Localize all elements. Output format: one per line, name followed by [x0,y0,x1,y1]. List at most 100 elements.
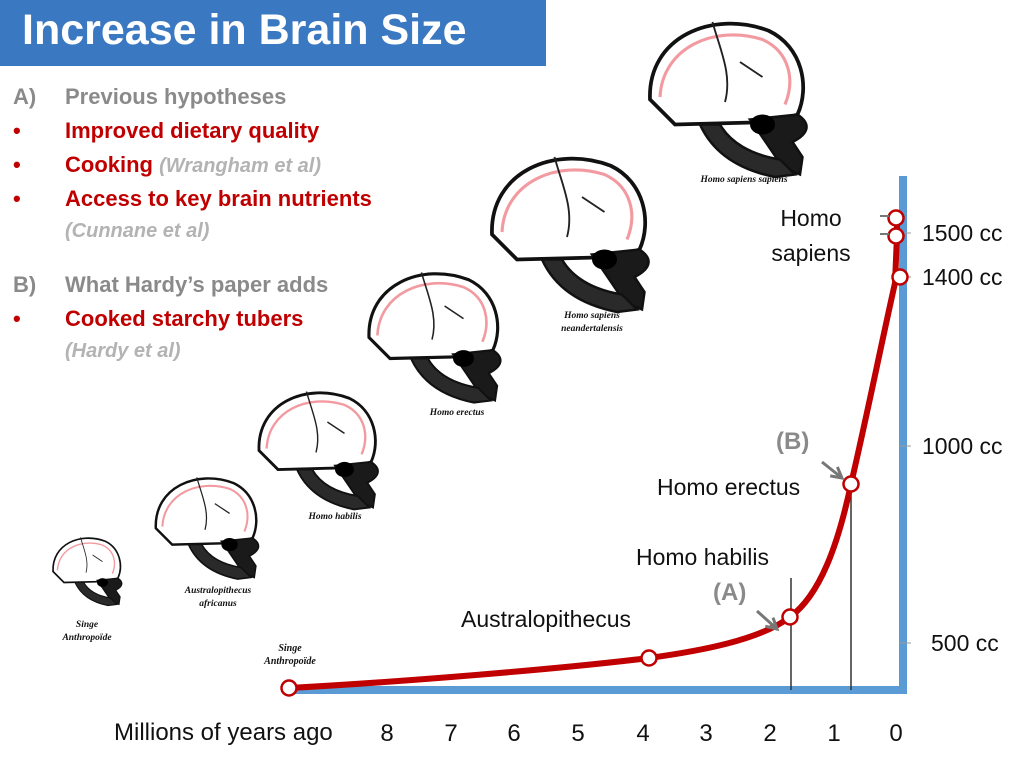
skull-label: Homo habilis [307,512,361,522]
list-item: • Cooking (Wrangham et al) [13,152,483,186]
suture-lines [711,21,764,103]
citation: (Wrangham et al) [159,155,321,177]
bullet-text: Cooked starchy tubers [65,306,304,331]
title-banner: Increase in Brain Size [0,0,546,66]
eye-socket [221,538,238,552]
bullet-marker: • [13,152,21,177]
data-point [842,475,860,493]
skull-label: Homo sapiens sapiens [699,175,787,185]
section-a-title: Previous hypotheses [65,84,287,109]
bullet-text: Improved dietary quality [65,118,320,143]
slide-title: Increase in Brain Size [22,6,467,54]
data-point [887,209,905,227]
citation: (Cunnane et al) [65,220,210,242]
bullet-text: Cooking [65,152,153,177]
point-label: Homo erectus [657,474,800,500]
x-tick-label: 2 [763,720,776,747]
bullet-marker: • [13,186,21,211]
list-item: • Cooked starchy tubers [13,306,483,340]
jaw [540,258,640,314]
skull-label: Homo sapiens [563,311,620,321]
skull-icon [154,477,260,580]
suture-lines [553,156,606,238]
point-label: Homo [780,205,841,231]
point-label: Homo habilis [636,544,769,570]
skull-icon [52,537,123,607]
data-point [640,649,658,667]
skull-icon [490,156,650,314]
x-tick-label: 8 [380,720,393,747]
list-item: • Improved dietary quality [13,118,483,152]
brain-outline [376,282,488,343]
skull-label: Homo erectus [429,408,485,418]
x-tick-label: 5 [571,720,584,747]
skull-icon [367,272,502,404]
y-tick-label: 500 cc [931,630,999,656]
skull-icon [257,391,379,511]
suture-lines [305,391,345,453]
section-a-heading: A) Previous hypotheses [13,84,483,118]
bullet-marker: • [13,306,21,331]
eye-socket [453,350,474,367]
x-tick-label: 6 [507,720,520,747]
skull-label: Anthropoïde [61,633,112,643]
jaw [295,468,372,511]
x-tick-label: 3 [699,720,712,747]
point-label: Australopithecus [461,606,631,632]
skull-label: Singe [76,620,99,630]
jaw [187,543,253,580]
point-label: Anthropoïde [263,656,316,667]
jaw [74,581,118,607]
bullet-text: Access to key brain nutrients [65,186,372,211]
brain-outline [658,33,792,106]
citation-line: (Cunnane et al) [13,220,483,254]
eye-socket [97,578,108,587]
y-tick-label: 1000 cc [922,433,1003,459]
arrow-head [829,466,845,480]
section-b-marker: B) [13,272,37,297]
x-tick-label: 4 [636,720,649,747]
eye-socket [592,249,617,270]
point-label: sapiens [771,240,850,266]
y-tick-label: 1400 cc [922,264,1003,290]
data-point [781,608,799,626]
citation: (Hardy et al) [65,340,181,362]
brain-outline [265,400,367,455]
section-a-marker: A) [13,84,37,109]
point-label: Singe [278,643,302,654]
suture-lines [80,537,103,573]
eye-socket [750,114,775,135]
citation-line: (Hardy et al) [13,340,483,374]
data-point [280,679,298,697]
suture-lines [420,272,464,340]
arrow [821,460,843,480]
section-b-title: What Hardy’s paper adds [65,272,329,297]
eye-socket [335,461,354,478]
x-tick-label: 0 [889,720,902,747]
bullet-marker: • [13,118,21,143]
arrow [755,609,779,631]
x-tick-label: 1 [827,720,840,747]
point-marker-a: (A) [713,579,746,606]
skull-illustrations: Singe Anthropoïde Australopithecus africanu… [52,21,808,643]
data-point [891,268,909,286]
x-axis-title: Millions of years ago [114,719,333,746]
brain-outline [161,484,249,532]
x-tick-label: 7 [444,720,457,747]
section-b-heading: B) What Hardy’s paper adds [13,272,483,306]
brain-outline [500,168,634,241]
data-labels: Singe Anthropoïde Australopithecus Homo hab… [263,205,889,667]
hypotheses-list: A) Previous hypotheses • Improved dietar… [13,84,483,374]
jaw [409,357,494,404]
skull-label: neandertalensis [561,324,623,334]
list-item: • Access to key brain nutrients [13,186,483,220]
jaw [698,123,798,179]
skull-label: Australopithecus [184,586,252,596]
y-tick-label: 1500 cc [922,220,1003,246]
point-marker-b: (B) [776,428,809,455]
arrow-head [764,617,780,632]
suture-lines [196,477,230,531]
skull-icon [648,21,808,179]
skull-label: africanus [199,599,237,609]
